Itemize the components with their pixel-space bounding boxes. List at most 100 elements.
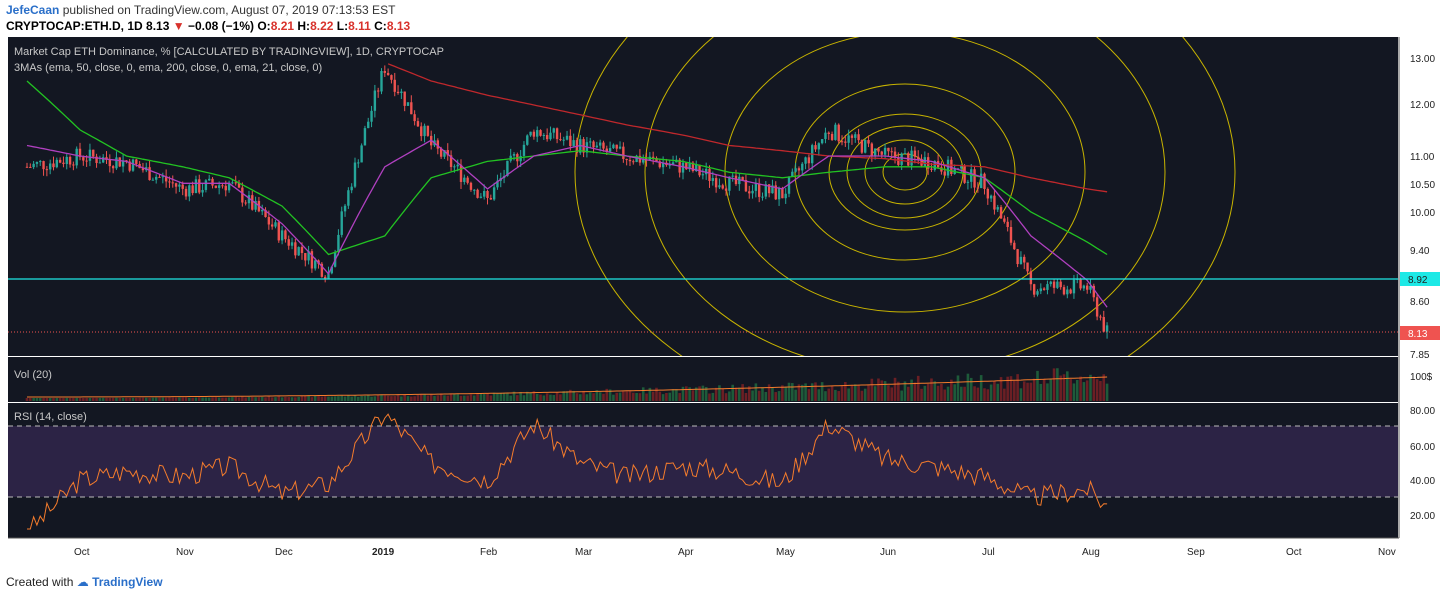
volume-bar bbox=[572, 390, 575, 401]
candle-body bbox=[685, 162, 688, 170]
volume-bar bbox=[330, 396, 334, 401]
created-with-label: Created with bbox=[6, 575, 74, 589]
candle-body bbox=[605, 148, 608, 152]
candle-body bbox=[244, 202, 247, 204]
volume-bar bbox=[393, 396, 397, 401]
volume-bar bbox=[1062, 374, 1066, 401]
price-axis[interactable] bbox=[1399, 37, 1441, 538]
candle-body bbox=[565, 135, 569, 140]
volume-bar bbox=[867, 384, 870, 401]
volume-bar bbox=[853, 384, 857, 401]
volume-bar bbox=[847, 388, 850, 401]
candle-body bbox=[247, 195, 251, 204]
volume-bar bbox=[757, 390, 761, 401]
candle-body bbox=[473, 189, 476, 191]
volume-bar bbox=[360, 395, 363, 401]
volume-bar bbox=[622, 391, 625, 401]
tradingview-brand[interactable]: TradingView bbox=[92, 575, 163, 589]
volume-bar bbox=[303, 395, 307, 401]
volume-bar bbox=[416, 395, 420, 401]
volume-bar bbox=[443, 395, 446, 401]
volume-bar bbox=[307, 395, 310, 401]
volume-bar bbox=[95, 397, 98, 401]
volume-bar bbox=[671, 389, 675, 401]
volume-bar bbox=[857, 384, 860, 401]
candle-body bbox=[897, 157, 900, 165]
volume-bar bbox=[774, 392, 778, 401]
volume-bar bbox=[227, 397, 231, 401]
volume-bar bbox=[1049, 379, 1053, 401]
author-name[interactable]: JefeCaan bbox=[6, 3, 60, 17]
volume-bar bbox=[270, 397, 274, 401]
candle-body bbox=[628, 159, 632, 162]
main-panel-title: Market Cap ETH Dominance, % [CALCULATED … bbox=[14, 46, 444, 58]
candle-body bbox=[92, 149, 95, 157]
change-value: −0.08 (−1%) bbox=[187, 19, 254, 33]
candle-body bbox=[251, 195, 254, 210]
candle-body bbox=[1085, 285, 1089, 290]
candle-body bbox=[539, 130, 542, 136]
candle-body bbox=[390, 75, 393, 80]
volume-bar bbox=[714, 387, 718, 401]
volume-bar bbox=[900, 390, 903, 401]
candle-body bbox=[764, 184, 768, 197]
candle-body bbox=[728, 176, 731, 191]
ema200-line bbox=[387, 63, 1108, 193]
candle-body bbox=[65, 156, 68, 164]
candle-body bbox=[141, 168, 145, 171]
volume-bar bbox=[877, 378, 880, 401]
volume-bar bbox=[820, 382, 824, 401]
volume-bar bbox=[681, 386, 685, 401]
volume-bar bbox=[890, 387, 894, 401]
volume-bar bbox=[25, 398, 29, 401]
volume-bar bbox=[675, 389, 678, 401]
candle-body bbox=[1066, 289, 1069, 295]
volume-bar bbox=[804, 383, 807, 401]
candle-body bbox=[960, 165, 963, 169]
volume-bar bbox=[241, 396, 244, 401]
volume-bar bbox=[545, 393, 549, 401]
volume-bar bbox=[969, 377, 973, 401]
candle-body bbox=[1069, 289, 1072, 294]
candle-body bbox=[423, 125, 426, 137]
candle-body bbox=[214, 185, 218, 188]
candles bbox=[25, 65, 1109, 339]
candle-body bbox=[1016, 249, 1019, 265]
volume-bar bbox=[254, 397, 257, 401]
volume-bar bbox=[184, 397, 188, 401]
close-label: C: bbox=[374, 19, 387, 33]
candle-body bbox=[492, 187, 496, 200]
date-axis[interactable] bbox=[8, 539, 1441, 569]
candle-body bbox=[237, 182, 241, 188]
candle-body bbox=[58, 159, 62, 163]
volume-bar bbox=[979, 375, 983, 401]
candle-body bbox=[274, 222, 277, 227]
volume-bar bbox=[718, 385, 721, 401]
volume-bar bbox=[353, 395, 357, 401]
volume-bar bbox=[366, 395, 370, 401]
candle-body bbox=[552, 128, 555, 133]
volume-bar bbox=[250, 396, 254, 401]
volume-bar bbox=[267, 396, 271, 401]
volume-bar bbox=[989, 384, 993, 401]
rsi-tick: 80.00 bbox=[1410, 406, 1435, 417]
candle-body bbox=[469, 182, 473, 190]
candle-body bbox=[466, 177, 469, 183]
candle-body bbox=[231, 182, 234, 184]
volume-bar bbox=[333, 396, 337, 401]
volume-bar bbox=[363, 395, 367, 401]
volume-bar bbox=[555, 391, 559, 401]
candle-body bbox=[549, 132, 552, 140]
volume-bar bbox=[840, 385, 844, 401]
candle-body bbox=[1082, 285, 1086, 289]
main-panel[interactable] bbox=[8, 37, 1398, 356]
candle-body bbox=[1006, 221, 1009, 227]
volume-bar bbox=[290, 397, 294, 401]
volume-bar bbox=[204, 397, 208, 401]
volume-bar bbox=[476, 393, 479, 401]
open-value: 8.21 bbox=[270, 19, 295, 33]
candle-body bbox=[1059, 281, 1062, 288]
candle-body bbox=[767, 184, 771, 194]
candle-body bbox=[840, 141, 844, 143]
